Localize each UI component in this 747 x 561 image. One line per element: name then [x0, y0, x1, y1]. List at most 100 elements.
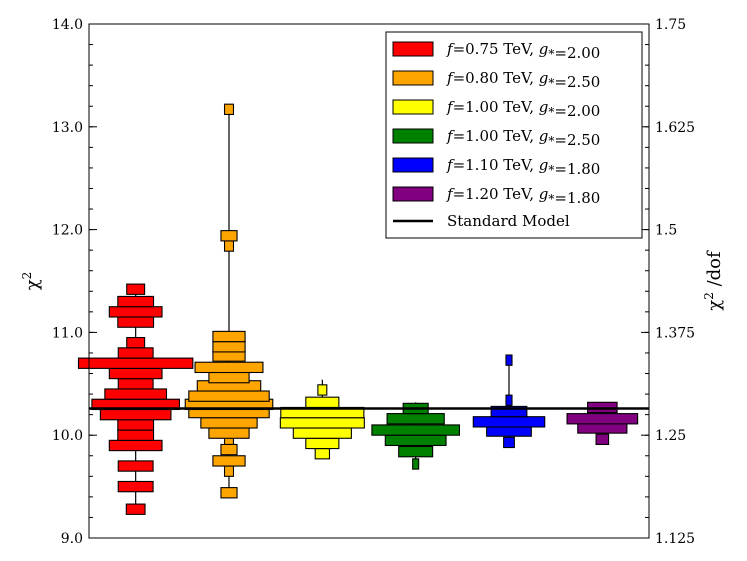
y-tick-label-right: 1.375	[655, 325, 695, 341]
y-axis-title-left: χ2	[20, 272, 43, 291]
legend-label-part: =1.20 TeV,	[453, 185, 539, 203]
legend-label-part: *	[548, 134, 554, 148]
violin-bin	[117, 316, 155, 328]
violin-bin	[126, 283, 146, 295]
violin-bin	[505, 354, 513, 366]
y-axis-title-right: χ2 /dof	[702, 250, 725, 311]
violin-bin	[200, 417, 258, 429]
legend-label-part: g	[539, 98, 549, 116]
legend-label: f=0.75 TeV, g*=2.00	[446, 40, 600, 62]
violin-bin	[503, 436, 515, 449]
violin-bin	[384, 434, 447, 447]
violin-bin	[314, 448, 331, 460]
violin-bin	[126, 336, 146, 349]
legend-label-part: g	[539, 156, 549, 174]
violin-bin	[108, 439, 163, 452]
violin-bin	[108, 306, 163, 318]
violin-bin	[305, 396, 340, 408]
y-axis-title-right-exp: 2	[702, 292, 716, 300]
violin-bin	[117, 347, 154, 359]
legend-swatch	[392, 128, 434, 144]
violin-bin	[220, 487, 238, 499]
violin-bin	[125, 503, 146, 515]
legend-sm-label: Standard Model	[447, 212, 570, 230]
legend-label-part: =2.00	[554, 44, 600, 62]
legend-label-part: f	[446, 69, 455, 87]
legend-label-part: =0.80 TeV,	[453, 69, 539, 87]
violin-bin	[104, 388, 168, 400]
violin-bin	[77, 357, 194, 369]
legend-swatch	[392, 41, 434, 57]
y-axis-title-left-symbol: χ	[22, 279, 43, 290]
y-tick-label-right: 1.125	[655, 531, 695, 547]
legend-swatch	[392, 99, 434, 115]
violin-bin	[566, 413, 639, 425]
y-tick-label-right: 1.5	[655, 223, 677, 239]
violin-bin	[208, 427, 250, 439]
histogram-layer	[77, 103, 639, 515]
violin-bin	[212, 455, 246, 467]
violin-series-3	[279, 379, 365, 460]
legend-label: f=1.20 TeV, g*=1.80	[446, 185, 600, 207]
legend-label-part: =1.10 TeV,	[453, 156, 539, 174]
legend-label-part: =0.75 TeV,	[453, 40, 539, 58]
violin-bin	[117, 295, 155, 308]
legend-label-part: *	[548, 192, 554, 206]
legend-label-part: *	[548, 105, 554, 119]
y-tick-label-right: 1.25	[655, 428, 686, 444]
violin-bin	[117, 480, 154, 493]
legend-label-part: =2.50	[554, 131, 600, 149]
legend-label-part: =2.50	[554, 73, 600, 91]
violin-series-5	[472, 354, 546, 449]
violin-bin	[279, 417, 365, 429]
legend-label-part: g	[539, 69, 549, 87]
legend-label-part: f	[446, 185, 455, 203]
violin-bin	[386, 413, 445, 425]
violin-bin	[220, 230, 238, 242]
violin-bin	[305, 437, 340, 450]
violin-bin	[595, 433, 610, 446]
legend-label-part: f	[446, 98, 455, 116]
y-tick-label-left: 9.0	[61, 531, 83, 547]
legend-label-part: f	[446, 156, 455, 174]
violin-bin	[317, 384, 328, 396]
violin-bin	[223, 103, 235, 116]
y-tick-label-right: 1.625	[655, 120, 695, 136]
violin-bin	[108, 367, 163, 380]
legend-label-part: =2.00	[554, 102, 600, 120]
violin-bin	[223, 465, 235, 477]
violin-bin	[117, 429, 155, 441]
legend: f=0.75 TeV, g*=2.00f=0.80 TeV, g*=2.50f=…	[385, 31, 643, 239]
violin-bin	[188, 390, 270, 402]
violin-bin	[212, 341, 246, 353]
y-tick-label-left: 14.0	[52, 17, 83, 33]
y-tick-label-left: 13.0	[52, 120, 83, 136]
violin-bin	[117, 419, 155, 431]
legend-label: f=1.00 TeV, g*=2.00	[446, 98, 600, 120]
y-axis-title-right-symbol: χ	[704, 300, 725, 311]
violin-bin	[371, 424, 460, 436]
legend-label-part: *	[548, 163, 554, 177]
legend-swatch	[392, 70, 434, 86]
legend-swatch	[392, 186, 434, 202]
violin-bin	[117, 460, 154, 472]
violin-bin	[212, 330, 246, 343]
violin-bin	[99, 408, 172, 421]
legend-label-part: =1.80	[554, 189, 600, 207]
violin-series-1	[77, 283, 194, 515]
violin-bin	[490, 405, 528, 418]
violin-bin	[208, 371, 250, 384]
legend-label: f=1.10 TeV, g*=1.80	[446, 156, 600, 178]
y-tick-label-left: 12.0	[52, 223, 83, 239]
y-axis-title-right-suffix: /dof	[704, 250, 725, 292]
legend-label-part: g	[539, 185, 549, 203]
violin-bin	[117, 378, 154, 390]
violin-bin	[398, 445, 434, 458]
plot-frame	[88, 23, 650, 539]
legend-label-part: f	[446, 40, 455, 58]
violin-series-4	[371, 402, 460, 470]
violin-series-2	[184, 103, 274, 499]
violin-bin	[505, 394, 513, 406]
legend-label-part: f	[446, 127, 455, 145]
